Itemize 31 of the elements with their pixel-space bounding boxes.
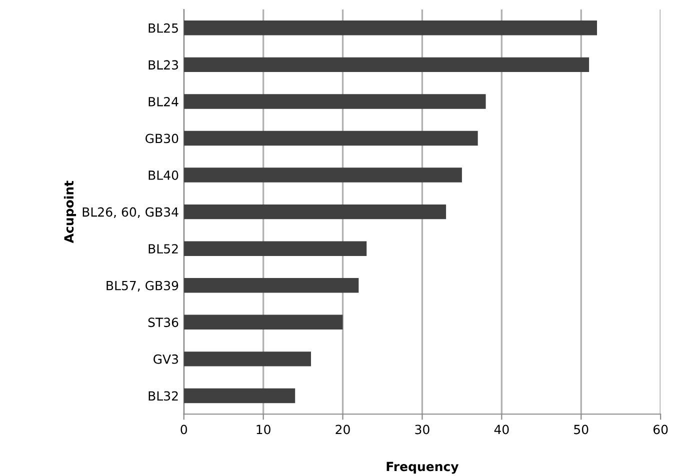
y-tick-label: BL25 xyxy=(148,23,178,33)
x-tick-label: 0 xyxy=(180,424,188,434)
y-tick-label: BL23 xyxy=(148,60,178,70)
bar xyxy=(184,278,359,293)
bar xyxy=(184,57,590,72)
x-tick-label: 10 xyxy=(256,424,270,434)
y-tick-label: BL24 xyxy=(148,96,178,106)
bar xyxy=(184,94,486,109)
y-tick-label: BL57, GB39 xyxy=(106,280,178,292)
x-tick-label: 20 xyxy=(336,424,350,434)
y-tick-label: BL40 xyxy=(148,170,178,180)
y-tick-label: BL52 xyxy=(148,244,178,254)
bar xyxy=(184,241,367,256)
bar xyxy=(184,388,296,404)
y-axis-title: Acupoint xyxy=(64,180,76,244)
bar xyxy=(184,20,598,36)
x-axis-title: Frequency xyxy=(386,462,459,474)
bar xyxy=(184,352,311,366)
x-tick-label: 50 xyxy=(574,424,588,434)
y-tick-label: GV3 xyxy=(154,354,178,364)
x-tick-label: 30 xyxy=(415,424,430,434)
y-tick-label: GB30 xyxy=(146,134,178,144)
y-tick-label: ST36 xyxy=(148,318,178,328)
x-tick-label: 60 xyxy=(653,424,668,434)
y-tick-label: BL26, 60, GB34 xyxy=(82,207,178,218)
bar xyxy=(184,314,343,330)
y-tick-label: BL32 xyxy=(148,391,178,401)
x-tick-label: 40 xyxy=(494,424,509,434)
bar xyxy=(184,204,446,220)
bar xyxy=(184,130,478,146)
bar xyxy=(184,168,462,182)
